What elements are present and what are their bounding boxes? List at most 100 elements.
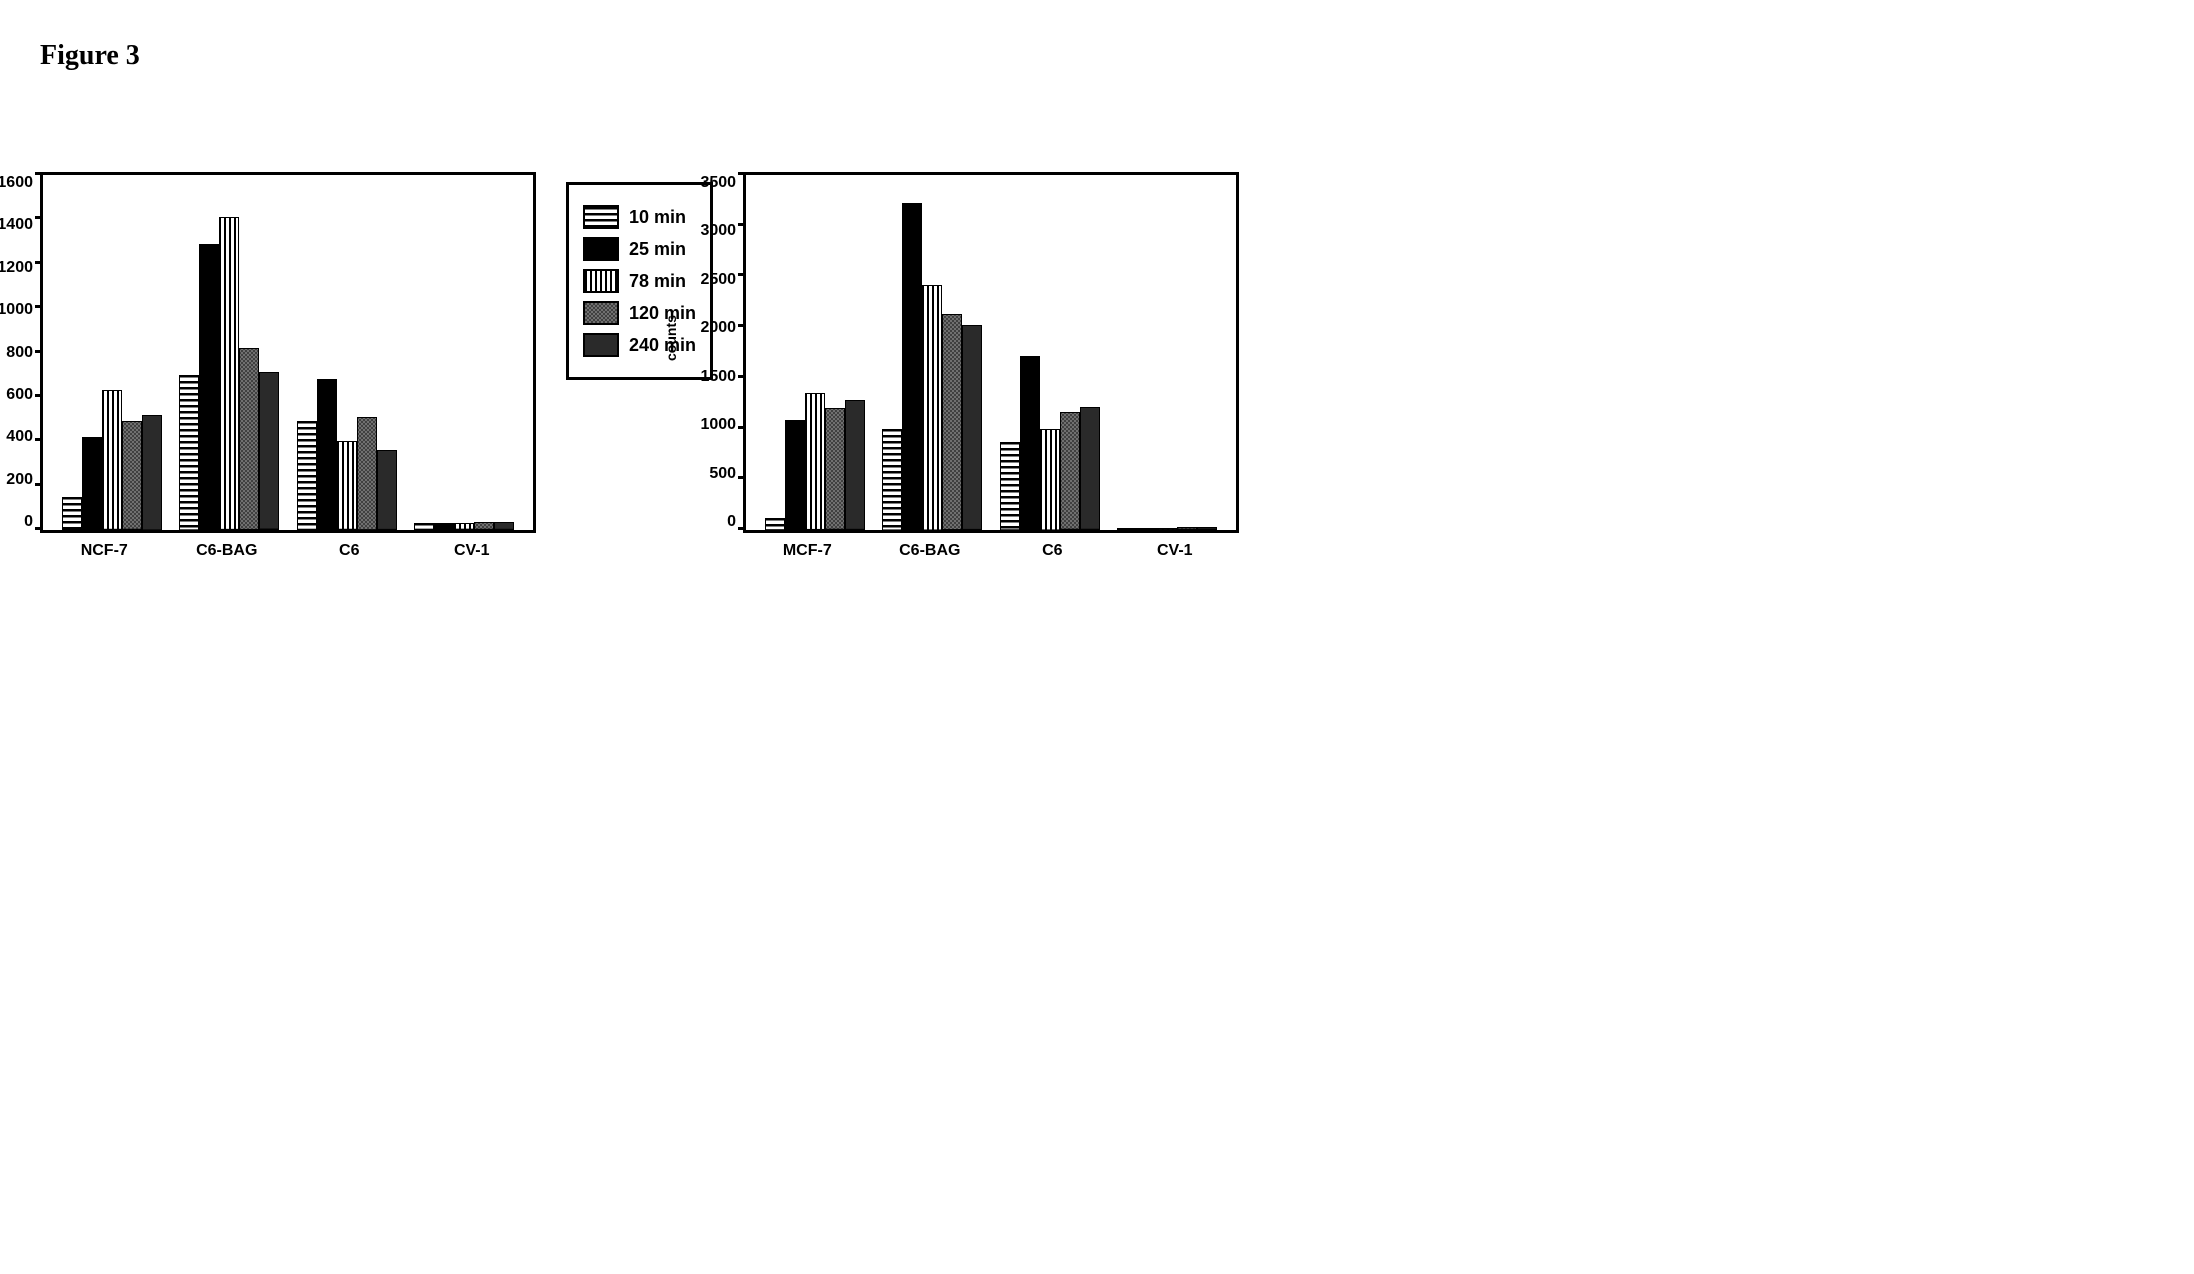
x-category-label: C6-BAG bbox=[166, 542, 289, 560]
bar bbox=[1020, 356, 1040, 530]
tick-mark bbox=[35, 261, 43, 264]
bar bbox=[239, 348, 259, 530]
y-tick-label: 2500 bbox=[686, 272, 736, 288]
bar bbox=[942, 314, 962, 530]
bar-group bbox=[171, 175, 289, 530]
x-category-label: CV-1 bbox=[411, 542, 534, 560]
chart-right-xlabels: MCF-7C6-BAGC6CV-1 bbox=[746, 542, 1236, 560]
legend-item: 240 min bbox=[583, 333, 696, 357]
bar bbox=[219, 217, 239, 530]
tick-mark bbox=[35, 305, 43, 308]
chart-left-box: 16001400120010008006004002000 NCF-7C6-BA… bbox=[40, 172, 536, 533]
y-tick-label: 1400 bbox=[0, 217, 33, 233]
bar-group bbox=[288, 175, 406, 530]
tick-mark bbox=[738, 324, 746, 327]
chart-left-ticks bbox=[35, 175, 43, 530]
y-tick-label: 1500 bbox=[686, 369, 736, 385]
tick-mark bbox=[738, 476, 746, 479]
y-tick-label: 2000 bbox=[686, 320, 736, 336]
bar bbox=[142, 415, 162, 530]
bar bbox=[122, 421, 142, 530]
bar-group bbox=[874, 175, 992, 530]
chart-left: counts 16001400120010008006004002000 NCF… bbox=[40, 172, 536, 533]
bar bbox=[82, 437, 102, 530]
bar bbox=[62, 497, 82, 530]
bar bbox=[805, 393, 825, 530]
tick-mark bbox=[738, 223, 746, 226]
legend-item: 25 min bbox=[583, 237, 696, 261]
bar bbox=[845, 400, 865, 530]
y-tick-label: 0 bbox=[686, 514, 736, 530]
bar bbox=[434, 523, 454, 530]
bar bbox=[765, 518, 785, 530]
legend-swatch-icon bbox=[583, 237, 619, 261]
legend-item-label: 25 min bbox=[629, 239, 686, 260]
tick-mark bbox=[35, 527, 43, 530]
tick-mark bbox=[35, 438, 43, 441]
bar bbox=[1117, 528, 1137, 530]
bar bbox=[1040, 429, 1060, 530]
chart-right: counts 3500300025002000150010005000 MCF-… bbox=[743, 172, 1239, 533]
bar-group bbox=[991, 175, 1109, 530]
tick-mark bbox=[738, 273, 746, 276]
bar bbox=[1000, 442, 1020, 530]
tick-mark bbox=[35, 216, 43, 219]
chart-right-yaxis: 3500300025002000150010005000 bbox=[686, 175, 736, 530]
bar bbox=[357, 417, 377, 530]
bar-group bbox=[756, 175, 874, 530]
bar bbox=[922, 285, 942, 530]
bar bbox=[1157, 528, 1177, 530]
bar-group bbox=[406, 175, 524, 530]
chart-left-yaxis: 1600 1400 1200 1000 800 600 400 200 0 bbox=[0, 175, 33, 530]
bar-group bbox=[53, 175, 171, 530]
y-tick-label: 400 bbox=[0, 429, 33, 445]
x-category-label: MCF-7 bbox=[746, 542, 869, 560]
x-category-label: CV-1 bbox=[1114, 542, 1237, 560]
x-category-label: C6 bbox=[991, 542, 1114, 560]
chart-left-bars bbox=[43, 175, 533, 530]
tick-mark bbox=[738, 172, 746, 175]
y-tick-label: 1000 bbox=[0, 302, 33, 318]
chart-left-xlabels: NCF-7C6-BAGC6CV-1 bbox=[43, 542, 533, 560]
bar bbox=[1137, 528, 1157, 530]
legend-item-label: 78 min bbox=[629, 271, 686, 292]
bar bbox=[785, 420, 805, 530]
legend-item-label: 10 min bbox=[629, 207, 686, 228]
legend-item: 10 min bbox=[583, 205, 696, 229]
figure-title: Figure 3 bbox=[40, 40, 2154, 72]
tick-mark bbox=[35, 350, 43, 353]
tick-mark bbox=[35, 172, 43, 175]
chart-right-box: 3500300025002000150010005000 MCF-7C6-BAG… bbox=[743, 172, 1239, 533]
bar bbox=[414, 523, 434, 530]
y-tick-label: 1600 bbox=[0, 175, 33, 191]
bar bbox=[825, 408, 845, 530]
bar bbox=[474, 522, 494, 530]
legend-swatch-icon bbox=[583, 205, 619, 229]
y-tick-label: 500 bbox=[686, 466, 736, 482]
tick-mark bbox=[738, 527, 746, 530]
bar bbox=[377, 450, 397, 530]
bar bbox=[297, 421, 317, 530]
legend-item: 78 min bbox=[583, 269, 696, 293]
x-category-label: C6-BAG bbox=[869, 542, 992, 560]
y-tick-label: 800 bbox=[0, 345, 33, 361]
y-tick-label: 600 bbox=[0, 387, 33, 403]
y-tick-label: 1200 bbox=[0, 260, 33, 276]
legend-swatch-icon bbox=[583, 333, 619, 357]
bar bbox=[337, 441, 357, 530]
y-tick-label: 3000 bbox=[686, 223, 736, 239]
legend-swatch-icon bbox=[583, 269, 619, 293]
y-tick-label: 0 bbox=[0, 514, 33, 530]
bar bbox=[199, 244, 219, 530]
bar bbox=[494, 522, 514, 530]
bar bbox=[317, 379, 337, 530]
bar bbox=[902, 203, 922, 530]
y-tick-label: 3500 bbox=[686, 175, 736, 191]
y-tick-label: 200 bbox=[0, 472, 33, 488]
bar bbox=[102, 390, 122, 530]
bar bbox=[179, 375, 199, 530]
x-category-label: C6 bbox=[288, 542, 411, 560]
bar bbox=[1060, 412, 1080, 530]
tick-mark bbox=[35, 394, 43, 397]
bar bbox=[259, 372, 279, 530]
